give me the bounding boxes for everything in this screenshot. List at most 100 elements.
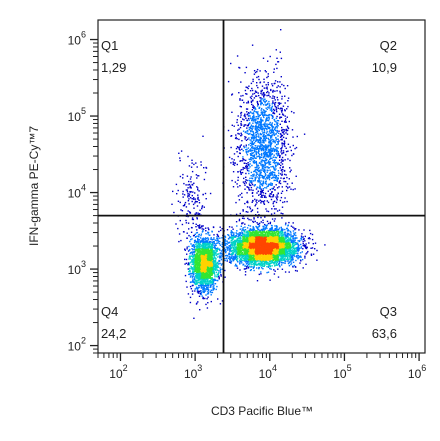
event-dot bbox=[271, 233, 274, 235]
event-dot bbox=[261, 161, 263, 163]
event-dot bbox=[265, 178, 267, 180]
event-dot bbox=[252, 78, 254, 81]
event-dot bbox=[257, 231, 259, 233]
event-dot bbox=[219, 244, 221, 246]
event-dot bbox=[281, 206, 284, 208]
event-dot bbox=[200, 234, 202, 237]
event-dot bbox=[177, 227, 179, 230]
event-dot bbox=[277, 142, 279, 144]
event-dot bbox=[197, 238, 199, 241]
event-dot bbox=[250, 219, 252, 221]
event-dot bbox=[213, 288, 215, 290]
event-dot bbox=[263, 225, 265, 228]
event-dot bbox=[274, 225, 276, 227]
event-dot bbox=[267, 119, 270, 122]
event-dot bbox=[294, 228, 296, 231]
event-dot bbox=[274, 120, 276, 122]
event-dot bbox=[277, 120, 280, 122]
event-dot bbox=[232, 249, 234, 252]
event-dot bbox=[275, 49, 277, 51]
event-dot bbox=[271, 134, 274, 136]
event-dot bbox=[243, 177, 245, 180]
event-dot bbox=[290, 262, 293, 264]
event-dot bbox=[244, 274, 247, 276]
event-dot bbox=[285, 121, 287, 123]
event-dot bbox=[266, 185, 268, 188]
event-dot bbox=[246, 239, 248, 242]
event-dot bbox=[218, 263, 220, 265]
event-dot bbox=[219, 256, 222, 259]
event-dot bbox=[298, 257, 300, 259]
event-dot bbox=[212, 243, 214, 245]
event-dot bbox=[238, 148, 241, 150]
event-dot bbox=[278, 140, 280, 142]
event-dot bbox=[231, 245, 233, 247]
event-dot bbox=[203, 244, 206, 246]
event-dot bbox=[243, 119, 245, 121]
event-dot bbox=[281, 163, 284, 165]
event-dot bbox=[187, 268, 189, 270]
event-dot bbox=[297, 255, 299, 257]
event-dot bbox=[252, 147, 254, 149]
event-dot bbox=[185, 219, 187, 222]
event-dot bbox=[269, 262, 272, 265]
event-dot bbox=[207, 283, 209, 285]
event-dot bbox=[216, 266, 218, 269]
event-dot bbox=[229, 257, 231, 259]
event-dot bbox=[249, 181, 251, 183]
event-dot bbox=[279, 123, 281, 125]
event-dot bbox=[208, 244, 210, 246]
event-dot bbox=[237, 246, 239, 248]
event-dot bbox=[213, 242, 216, 245]
event-dot bbox=[249, 158, 252, 160]
event-dot bbox=[214, 243, 216, 245]
event-dot bbox=[286, 176, 288, 179]
event-dot bbox=[240, 120, 242, 123]
event-dot bbox=[204, 297, 206, 300]
event-dot bbox=[192, 203, 195, 206]
event-dot bbox=[281, 107, 283, 110]
event-dot bbox=[270, 171, 272, 173]
event-dot bbox=[294, 188, 296, 190]
event-dot bbox=[218, 255, 221, 257]
event-dot bbox=[232, 171, 235, 173]
event-dot bbox=[277, 105, 279, 107]
event-dot bbox=[276, 127, 278, 129]
event-dot bbox=[218, 230, 220, 233]
event-dot bbox=[191, 218, 194, 221]
event-dot bbox=[257, 164, 259, 166]
event-dot bbox=[232, 228, 234, 230]
event-dot bbox=[274, 101, 277, 104]
event-dot bbox=[282, 114, 285, 116]
event-dot bbox=[276, 96, 278, 99]
event-dot bbox=[187, 200, 190, 202]
event-dot bbox=[248, 85, 250, 87]
event-dot bbox=[195, 303, 198, 305]
event-dot bbox=[273, 82, 275, 85]
event-dot bbox=[251, 118, 254, 120]
event-dot bbox=[280, 158, 283, 161]
event-dot bbox=[275, 232, 277, 234]
event-dot bbox=[196, 289, 199, 291]
event-dot bbox=[294, 251, 296, 253]
event-dot bbox=[308, 237, 310, 239]
event-dot bbox=[270, 154, 272, 156]
event-dot bbox=[290, 232, 292, 234]
event-dot bbox=[282, 105, 285, 107]
event-dot bbox=[273, 160, 275, 162]
event-dot bbox=[274, 103, 276, 105]
event-dot bbox=[191, 194, 193, 197]
event-dot bbox=[242, 209, 244, 211]
event-dot bbox=[231, 158, 233, 160]
event-dot bbox=[242, 227, 244, 229]
event-dot bbox=[260, 113, 263, 115]
event-dot bbox=[201, 228, 203, 230]
event-dot bbox=[219, 257, 221, 259]
event-dot bbox=[268, 133, 270, 135]
event-dot bbox=[263, 133, 265, 136]
event-dot bbox=[253, 114, 255, 116]
event-dot bbox=[262, 201, 264, 203]
event-dot bbox=[193, 317, 195, 319]
event-dot bbox=[290, 258, 293, 261]
event-dot bbox=[246, 166, 248, 169]
